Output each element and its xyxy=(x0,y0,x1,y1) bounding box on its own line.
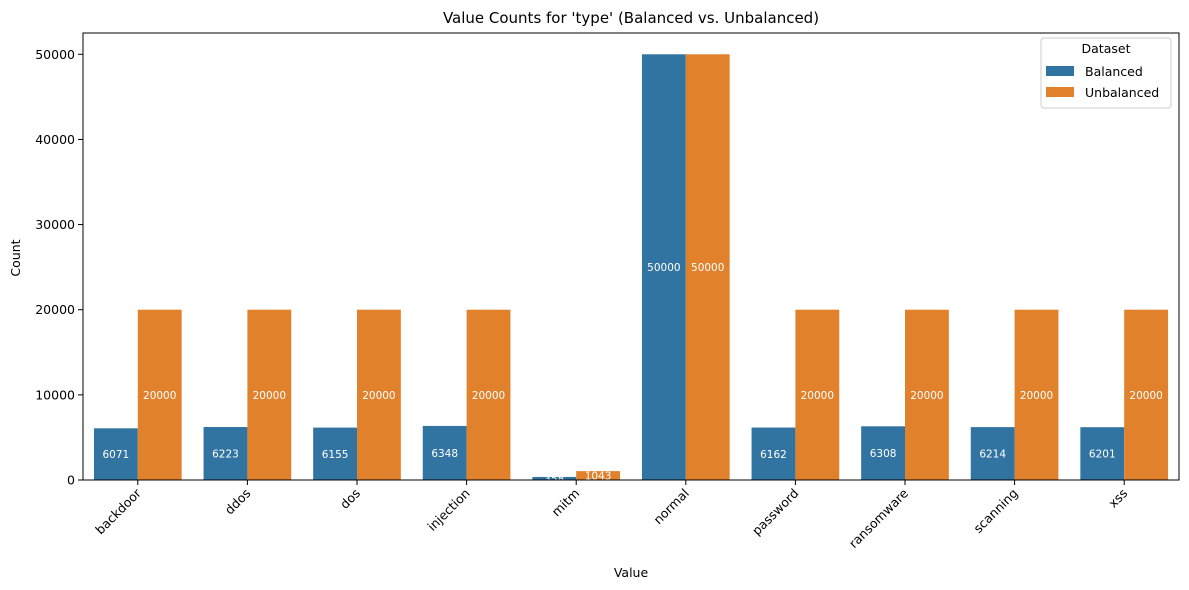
data-label-balanced-ransomware: 6308 xyxy=(870,448,897,460)
bar-unbalanced-ddos xyxy=(247,309,292,480)
plot-area: 6071 6223 6155 6348 358 50000 6162 6308 6214 6201… xyxy=(35,32,1180,551)
bar-balanced-ddos xyxy=(203,427,248,480)
legend-label-unbalanced: Unbalanced xyxy=(1085,85,1159,100)
x-axis-label: Value xyxy=(614,565,649,580)
bar-unbalanced-ransomware xyxy=(905,309,949,480)
bar-unbalanced-scanning xyxy=(1014,309,1059,480)
bar-balanced-injection xyxy=(422,425,467,480)
data-label-unbalanced-password: 20000 xyxy=(801,390,834,402)
x-tick-label-dos: dos xyxy=(337,486,363,512)
y-tick-label: 30000 xyxy=(35,217,75,232)
bar-balanced-password xyxy=(751,427,796,480)
y-axis-label: Count xyxy=(8,239,23,276)
bar-balanced-dos xyxy=(313,427,357,480)
y-tick-label: 20000 xyxy=(35,302,75,317)
bar-unbalanced-injection xyxy=(466,309,511,480)
y-tick-label: 10000 xyxy=(35,387,75,402)
data-label-balanced-ddos: 6223 xyxy=(212,449,239,461)
data-label-unbalanced-ransomware: 20000 xyxy=(910,390,943,402)
x-tick-label-xss: xss xyxy=(1105,486,1130,511)
bar-balanced-mitm xyxy=(532,476,577,480)
data-label-balanced-normal: 50000 xyxy=(647,262,680,274)
x-tick-label-password: password xyxy=(749,486,802,539)
y-tick-label: 40000 xyxy=(35,132,75,147)
data-label-balanced-mitm: 358 xyxy=(544,473,564,485)
data-label-unbalanced-ddos: 20000 xyxy=(253,390,286,402)
chart-title: Value Counts for 'type' (Balanced vs. Un… xyxy=(443,9,819,27)
bar-balanced-ransomware xyxy=(861,426,905,480)
x-tick-label-mitm: mitm xyxy=(549,486,583,520)
data-label-unbalanced-normal: 50000 xyxy=(691,262,724,274)
bar-balanced-scanning xyxy=(970,427,1015,480)
legend-label-balanced: Balanced xyxy=(1085,64,1143,79)
x-tick-label-backdoor: backdoor xyxy=(92,485,144,537)
legend-swatch-unbalanced xyxy=(1046,87,1074,97)
bar-balanced-normal xyxy=(641,54,686,481)
bar-balanced-xss xyxy=(1080,427,1125,480)
y-tick-label: 50000 xyxy=(35,47,75,62)
data-label-balanced-injection: 6348 xyxy=(431,448,458,460)
x-tick-label-normal: normal xyxy=(650,486,692,528)
x-tick-label-ddos: ddos xyxy=(222,486,254,518)
bar-unbalanced-password xyxy=(795,309,840,480)
data-label-unbalanced-backdoor: 20000 xyxy=(143,390,176,402)
data-label-unbalanced-xss: 20000 xyxy=(1129,390,1162,402)
plot-frame xyxy=(82,32,1180,481)
data-label-balanced-backdoor: 6071 xyxy=(103,449,130,461)
data-label-unbalanced-injection: 20000 xyxy=(472,390,505,402)
x-tick-label-ransomware: ransomware xyxy=(846,485,912,551)
bar-unbalanced-dos xyxy=(357,309,401,480)
data-label-balanced-scanning: 6214 xyxy=(979,449,1006,461)
x-tick-label-scanning: scanning xyxy=(970,486,1020,536)
data-label-balanced-password: 6162 xyxy=(760,449,787,461)
bar-unbalanced-xss xyxy=(1124,309,1169,480)
data-label-unbalanced-mitm: 1043 xyxy=(585,471,612,483)
legend-title: Dataset xyxy=(1082,41,1131,56)
x-tick-label-injection: injection xyxy=(424,486,472,534)
data-label-balanced-dos: 6155 xyxy=(322,449,349,461)
y-tick-label: 0 xyxy=(67,473,75,488)
legend-swatch-balanced xyxy=(1046,66,1074,76)
bar-balanced-backdoor xyxy=(93,428,138,480)
legend: Dataset Balanced Unbalanced xyxy=(1040,37,1172,109)
data-label-unbalanced-dos: 20000 xyxy=(362,390,395,402)
bar-unbalanced-normal xyxy=(685,54,730,481)
data-label-unbalanced-scanning: 20000 xyxy=(1020,390,1053,402)
bar-unbalanced-backdoor xyxy=(137,309,182,480)
bar-unbalanced-mitm xyxy=(576,471,621,480)
data-label-balanced-xss: 6201 xyxy=(1089,449,1116,461)
